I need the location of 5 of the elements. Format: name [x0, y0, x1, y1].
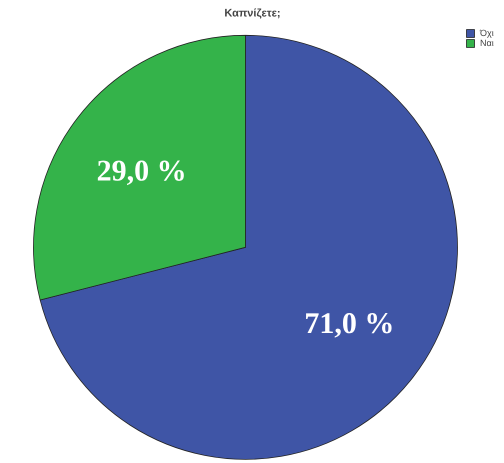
legend-label: Ναι	[480, 38, 495, 48]
legend-label: Όχι	[480, 28, 495, 38]
chart-title: Καπνίζετε;	[224, 8, 281, 20]
data-label: 29,0 %	[96, 154, 187, 188]
data-label: 71,0 %	[304, 307, 394, 340]
